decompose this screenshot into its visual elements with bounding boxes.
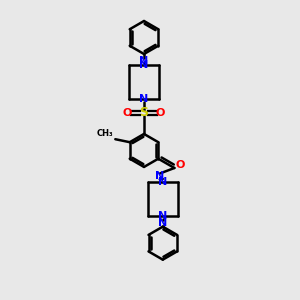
Text: O: O (123, 108, 132, 118)
Text: CH₃: CH₃ (97, 129, 113, 138)
Text: N: N (155, 171, 164, 182)
Text: N: N (140, 60, 148, 70)
Text: O: O (175, 160, 184, 170)
Text: N: N (158, 211, 167, 221)
Text: O: O (156, 108, 165, 118)
Text: N: N (140, 94, 148, 104)
Text: N: N (140, 56, 148, 66)
Text: N: N (158, 177, 167, 187)
Text: N: N (158, 218, 167, 228)
Text: S: S (140, 106, 148, 119)
